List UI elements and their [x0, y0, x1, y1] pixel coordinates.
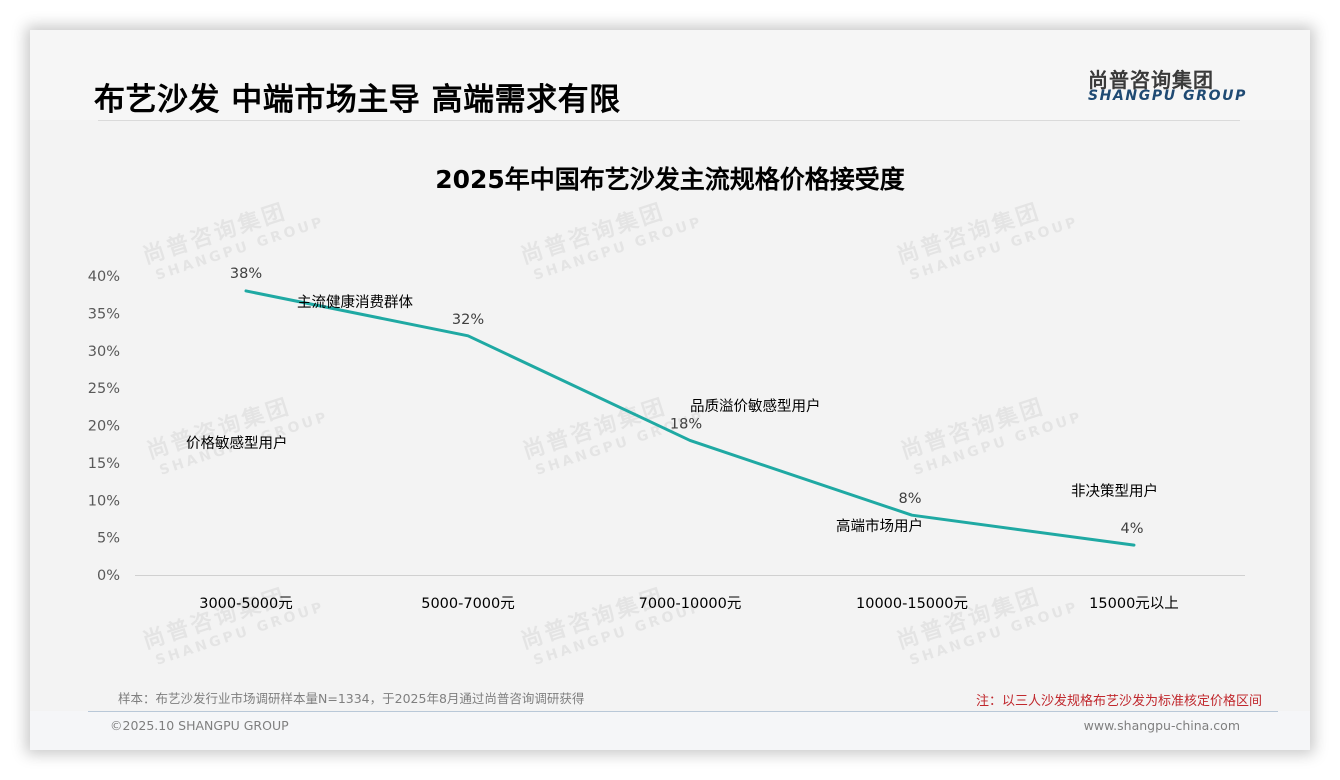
x-tick-label: 15000元以上: [1089, 595, 1179, 612]
website-link[interactable]: www.shangpu-china.com: [1083, 718, 1240, 733]
y-axis: 0% 5% 10% 15% 20% 25% 30% 35% 40%: [88, 269, 120, 584]
y-tick-label: 25%: [88, 381, 120, 397]
chart-title: 2025年中国布艺沙发主流规格价格接受度: [435, 165, 905, 194]
y-tick-label: 5%: [97, 531, 120, 547]
line-chart: 0% 5% 10% 15% 20% 25% 30% 35% 40% 3000-5000元 5000…: [88, 266, 1245, 612]
x-axis: 3000-5000元 5000-7000元 7000-10000元 10000-150…: [199, 595, 1179, 612]
copyright: ©2025.10 SHANGPU GROUP: [110, 718, 289, 733]
footer-band: [30, 711, 1310, 750]
data-label: 38%: [230, 266, 262, 282]
data-label: 8%: [898, 491, 921, 507]
y-tick-label: 20%: [88, 419, 120, 435]
data-label: 32%: [452, 312, 484, 328]
logo-english: SHANGPU GROUP: [1088, 88, 1247, 104]
annotation-label: 高端市场用户: [836, 518, 923, 535]
annotation-label: 价格敏感型用户: [186, 435, 288, 452]
annotations: 价格敏感型用户 主流健康消费群体 品质溢价敏感型用户 高端市场用户 非决策型用户: [186, 294, 1158, 535]
header-band: [30, 30, 1310, 120]
data-labels: 38% 32% 18% 8% 4%: [230, 266, 1144, 537]
series-line: [244, 289, 1136, 547]
y-tick-label: 10%: [88, 493, 120, 509]
slide-card: 布艺沙发 中端市场主导 高端需求有限 尚普咨询集团 SHANGPU GROUP …: [30, 30, 1310, 750]
source-note: 样本：布艺沙发行业市场调研样本量N=1334，于2025年8月通过尚普咨询调研获…: [118, 691, 585, 706]
y-tick-label: 40%: [88, 269, 120, 285]
x-tick-label: 7000-10000元: [639, 596, 742, 612]
annotation-label: 非决策型用户: [1071, 483, 1158, 500]
logo-chinese: 尚普咨询集团: [1088, 68, 1214, 92]
x-tick-label: 5000-7000元: [421, 596, 515, 612]
x-tick-label: 3000-5000元: [199, 596, 293, 612]
footer-divider: [88, 711, 1278, 712]
header-divider: [98, 120, 1240, 121]
y-tick-label: 30%: [88, 344, 120, 360]
page-title: 布艺沙发 中端市场主导 高端需求有限: [94, 82, 621, 118]
data-label: 4%: [1120, 521, 1143, 537]
y-tick-label: 15%: [88, 456, 120, 472]
y-tick-label: 35%: [88, 306, 120, 322]
y-tick-label: 0%: [97, 568, 120, 584]
annotation-label: 品质溢价敏感型用户: [690, 398, 821, 415]
x-tick-label: 10000-15000元: [856, 596, 968, 612]
remark-note: 注：以三人沙发规格布艺沙发为标准核定价格区间: [975, 694, 1262, 709]
annotation-label: 主流健康消费群体: [297, 294, 413, 311]
data-label: 18%: [670, 416, 702, 432]
